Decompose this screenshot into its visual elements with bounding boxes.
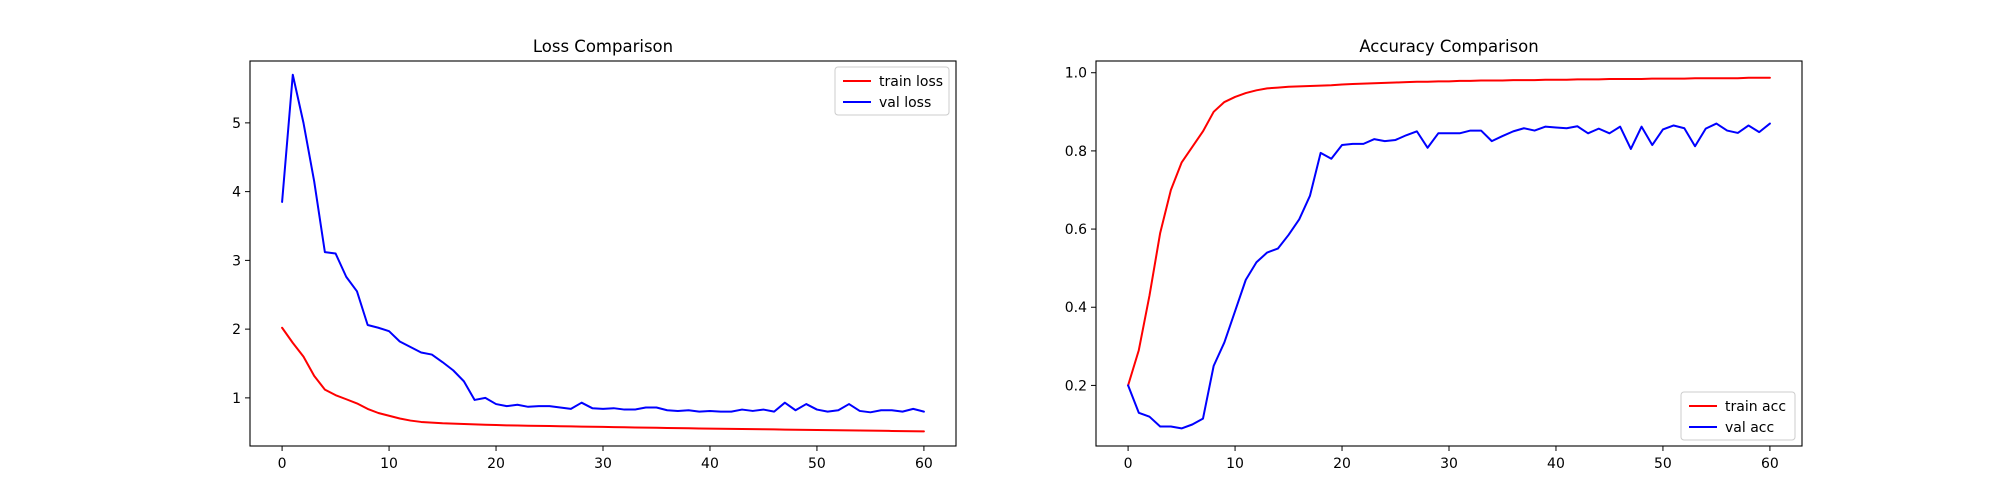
- legend: train loss val loss: [834, 66, 950, 116]
- x-tick-label: 20: [1333, 456, 1351, 472]
- x-tick-label: 20: [487, 456, 505, 472]
- series-line-val-loss: [281, 73, 925, 414]
- loss-chart: Loss Comparison 0 10 20 30 40 50 60 1 2 3 4 5 train l…: [232, 37, 957, 472]
- x-tick-label: 40: [1547, 456, 1565, 472]
- y-tick-label: 5: [232, 116, 241, 132]
- y-tick-label: 1.0: [1065, 66, 1087, 82]
- y-tick-label: 3: [232, 253, 241, 269]
- y-tick-label: 0.4: [1065, 300, 1087, 316]
- plot-frame: [249, 60, 957, 447]
- x-tick-label: 0: [278, 456, 287, 472]
- y-tick-label: 0.6: [1065, 222, 1087, 238]
- x-tick-label: 60: [1761, 456, 1779, 472]
- x-tick-label: 50: [808, 456, 826, 472]
- series-line-train-acc: [1127, 76, 1771, 387]
- series-line-train-loss: [281, 326, 925, 433]
- legend: train acc val acc: [1680, 391, 1796, 441]
- y-tick-label: 0.8: [1065, 144, 1087, 160]
- legend-label: val loss: [879, 95, 931, 111]
- legend-label: train loss: [879, 74, 943, 90]
- x-tick-label: 10: [380, 456, 398, 472]
- y-tick-label: 0.2: [1065, 378, 1087, 394]
- plot-frame: [1095, 60, 1803, 447]
- y-tick-label: 4: [232, 185, 241, 201]
- y-tick-label: 1: [232, 391, 241, 407]
- chart-title: Accuracy Comparison: [1359, 37, 1538, 56]
- x-tick-label: 40: [701, 456, 719, 472]
- x-tick-label: 0: [1124, 456, 1133, 472]
- x-tick-label: 10: [1226, 456, 1244, 472]
- series-line-val-acc: [1127, 122, 1771, 430]
- chart-title: Loss Comparison: [533, 37, 673, 56]
- x-tick-label: 30: [1440, 456, 1458, 472]
- legend-label: val acc: [1725, 420, 1774, 436]
- x-tick-label: 50: [1654, 456, 1672, 472]
- accuracy-chart: Accuracy Comparison 0 10 20 30 40 50 60 0.2 0.4 0.…: [1065, 37, 1803, 472]
- y-tick-label: 2: [232, 322, 241, 338]
- legend-label: train acc: [1725, 399, 1786, 415]
- x-tick-label: 30: [594, 456, 612, 472]
- x-tick-label: 60: [915, 456, 933, 472]
